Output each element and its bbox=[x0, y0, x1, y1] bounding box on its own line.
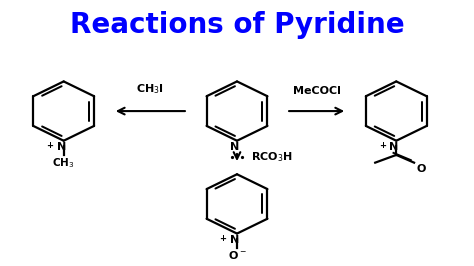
Text: Reactions of Pyridine: Reactions of Pyridine bbox=[70, 11, 404, 39]
Text: O$^-$: O$^-$ bbox=[228, 249, 246, 261]
Text: MeCOCl: MeCOCl bbox=[293, 86, 341, 95]
Text: N: N bbox=[230, 235, 239, 245]
Text: N: N bbox=[57, 142, 66, 152]
Text: N: N bbox=[230, 142, 239, 152]
Text: +: + bbox=[219, 234, 227, 243]
Text: +: + bbox=[46, 141, 53, 150]
Text: N: N bbox=[389, 142, 399, 152]
Text: +: + bbox=[379, 141, 386, 150]
Text: CH$_3$I: CH$_3$I bbox=[137, 82, 164, 95]
Text: CH$_3$: CH$_3$ bbox=[53, 156, 75, 170]
Text: RCO$_3$H: RCO$_3$H bbox=[251, 151, 293, 164]
Text: O: O bbox=[417, 164, 426, 174]
